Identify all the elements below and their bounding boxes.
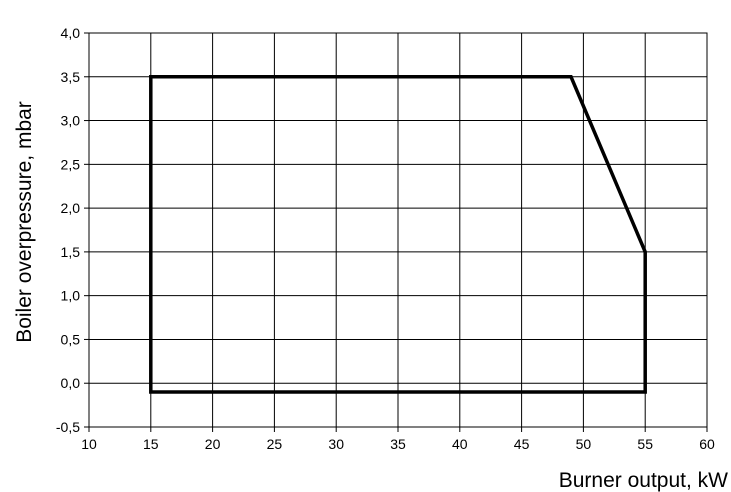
x-tick-label-7: 45 (514, 436, 530, 452)
y-tick-labels: -0,5 0,0 0,5 1,0 1,5 2,0 2,5 3,0 3,5 4,0 (56, 25, 89, 435)
x-tick-label-6: 40 (452, 436, 468, 452)
y-tick-label-7: 3,0 (61, 113, 81, 129)
y-tick-label-8: 3,5 (61, 69, 81, 85)
x-tick-label-5: 35 (390, 436, 406, 452)
y-tick-label-4: 1,5 (61, 244, 81, 260)
y-tick-label-5: 2,0 (61, 200, 81, 216)
x-tick-label-3: 25 (267, 436, 283, 452)
x-tick-labels: 10 15 20 25 30 35 40 45 50 55 60 (81, 427, 715, 452)
grid (88, 32, 708, 428)
y-tick-label-6: 2,5 (61, 156, 81, 172)
x-tick-label-9: 55 (637, 436, 653, 452)
x-tick-label-2: 20 (205, 436, 221, 452)
x-tick-label-8: 50 (576, 436, 592, 452)
x-axis-label: Burner output, kW (559, 469, 728, 492)
y-axis-label: Boiler overpressure, mbar (13, 101, 36, 343)
x-tick-label-1: 15 (143, 436, 159, 452)
x-tick-label-4: 30 (328, 436, 344, 452)
x-tick-label-0: 10 (81, 436, 97, 452)
y-tick-label-1: 0,0 (61, 375, 81, 391)
y-tick-label-9: 4,0 (61, 25, 81, 41)
x-tick-label-10: 60 (699, 436, 715, 452)
y-tick-label-3: 1,0 (61, 288, 81, 304)
series-line-0 (149, 75, 647, 394)
y-tick-label-0: -0,5 (56, 419, 80, 435)
y-tick-label-2: 0,5 (61, 331, 81, 347)
series-group (149, 75, 647, 394)
